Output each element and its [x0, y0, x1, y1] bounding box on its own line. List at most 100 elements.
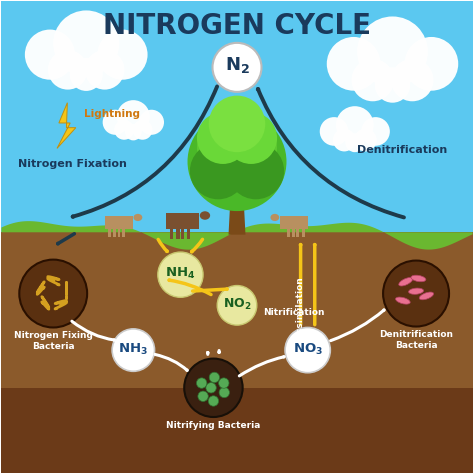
Ellipse shape — [395, 297, 410, 304]
Polygon shape — [181, 228, 184, 239]
Ellipse shape — [134, 214, 142, 221]
FancyArrowPatch shape — [72, 321, 114, 340]
Polygon shape — [105, 216, 133, 228]
Text: $\mathbf{NO_3}$: $\mathbf{NO_3}$ — [292, 342, 323, 357]
Ellipse shape — [409, 288, 424, 294]
Text: $\mathbf{NH_4}$: $\mathbf{NH_4}$ — [165, 266, 196, 281]
Polygon shape — [296, 228, 299, 237]
Polygon shape — [302, 228, 305, 237]
Text: Nitrogen Fixing
Bacteria: Nitrogen Fixing Bacteria — [14, 331, 92, 351]
Polygon shape — [280, 216, 308, 228]
Text: $\mathbf{NH_3}$: $\mathbf{NH_3}$ — [118, 342, 148, 357]
Circle shape — [197, 112, 249, 164]
Circle shape — [375, 67, 410, 103]
FancyArrowPatch shape — [192, 289, 227, 291]
Circle shape — [114, 120, 134, 140]
Circle shape — [404, 37, 458, 91]
Text: Nitrifying Bacteria: Nitrifying Bacteria — [166, 421, 261, 430]
Polygon shape — [288, 228, 290, 237]
Circle shape — [158, 252, 203, 297]
Ellipse shape — [399, 278, 413, 286]
Circle shape — [383, 261, 449, 327]
Circle shape — [198, 391, 208, 401]
FancyArrowPatch shape — [58, 234, 74, 244]
Circle shape — [184, 358, 243, 417]
Text: Assimilation: Assimilation — [296, 276, 305, 339]
Circle shape — [98, 29, 147, 80]
Circle shape — [346, 133, 364, 152]
Circle shape — [354, 129, 377, 151]
Text: $\mathbf{N_2}$: $\mathbf{N_2}$ — [225, 55, 249, 75]
Polygon shape — [292, 228, 295, 237]
Ellipse shape — [271, 214, 279, 221]
Text: Denitrification: Denitrification — [357, 145, 447, 155]
Circle shape — [209, 96, 265, 152]
Polygon shape — [166, 213, 199, 228]
Circle shape — [285, 328, 330, 373]
Polygon shape — [57, 103, 76, 148]
Circle shape — [219, 378, 229, 388]
Circle shape — [103, 109, 128, 135]
Circle shape — [217, 285, 257, 325]
Circle shape — [19, 260, 87, 328]
Circle shape — [357, 17, 428, 87]
Polygon shape — [1, 388, 473, 473]
Circle shape — [352, 59, 394, 101]
Circle shape — [197, 378, 207, 388]
Circle shape — [133, 120, 153, 140]
Polygon shape — [1, 232, 473, 473]
Polygon shape — [118, 228, 120, 237]
Text: Denitrification
Bacteria: Denitrification Bacteria — [379, 330, 453, 350]
Circle shape — [212, 43, 262, 92]
Text: Nitrification: Nitrification — [263, 308, 324, 317]
Polygon shape — [1, 1, 473, 232]
Polygon shape — [113, 228, 116, 237]
FancyArrowPatch shape — [169, 280, 211, 294]
FancyArrowPatch shape — [158, 239, 167, 251]
FancyArrowPatch shape — [258, 89, 404, 218]
Circle shape — [188, 112, 286, 211]
Circle shape — [228, 143, 284, 199]
Polygon shape — [176, 228, 180, 239]
Polygon shape — [122, 228, 125, 237]
Circle shape — [219, 387, 229, 398]
Polygon shape — [170, 228, 173, 239]
Polygon shape — [108, 228, 110, 237]
FancyArrowPatch shape — [330, 310, 384, 341]
Circle shape — [70, 58, 103, 91]
FancyArrowPatch shape — [73, 86, 217, 217]
Text: Lightning: Lightning — [84, 109, 140, 119]
Circle shape — [197, 108, 277, 188]
Circle shape — [327, 37, 381, 91]
Circle shape — [190, 143, 246, 199]
Polygon shape — [228, 181, 246, 235]
FancyArrowPatch shape — [155, 355, 187, 370]
Circle shape — [333, 129, 356, 151]
Polygon shape — [187, 228, 190, 239]
Circle shape — [225, 112, 277, 164]
Ellipse shape — [419, 292, 434, 300]
Circle shape — [361, 117, 390, 146]
Circle shape — [53, 10, 119, 76]
FancyArrowPatch shape — [191, 239, 202, 252]
Ellipse shape — [200, 211, 210, 220]
FancyArrowPatch shape — [239, 356, 284, 376]
Circle shape — [206, 383, 216, 393]
Circle shape — [209, 372, 219, 383]
Circle shape — [125, 124, 142, 140]
Circle shape — [25, 29, 75, 80]
Circle shape — [112, 329, 155, 371]
Text: Nitrogen Fixation: Nitrogen Fixation — [18, 159, 127, 169]
Ellipse shape — [411, 275, 426, 282]
Circle shape — [208, 396, 219, 406]
Polygon shape — [1, 209, 473, 250]
Circle shape — [320, 117, 348, 146]
Circle shape — [139, 109, 164, 135]
Circle shape — [336, 106, 374, 144]
Circle shape — [85, 50, 125, 90]
Circle shape — [117, 100, 150, 133]
Text: $\mathbf{NO_2}$: $\mathbf{NO_2}$ — [223, 297, 251, 312]
Circle shape — [391, 59, 434, 101]
Text: NITROGEN CYCLE: NITROGEN CYCLE — [103, 12, 371, 40]
Circle shape — [48, 50, 88, 90]
